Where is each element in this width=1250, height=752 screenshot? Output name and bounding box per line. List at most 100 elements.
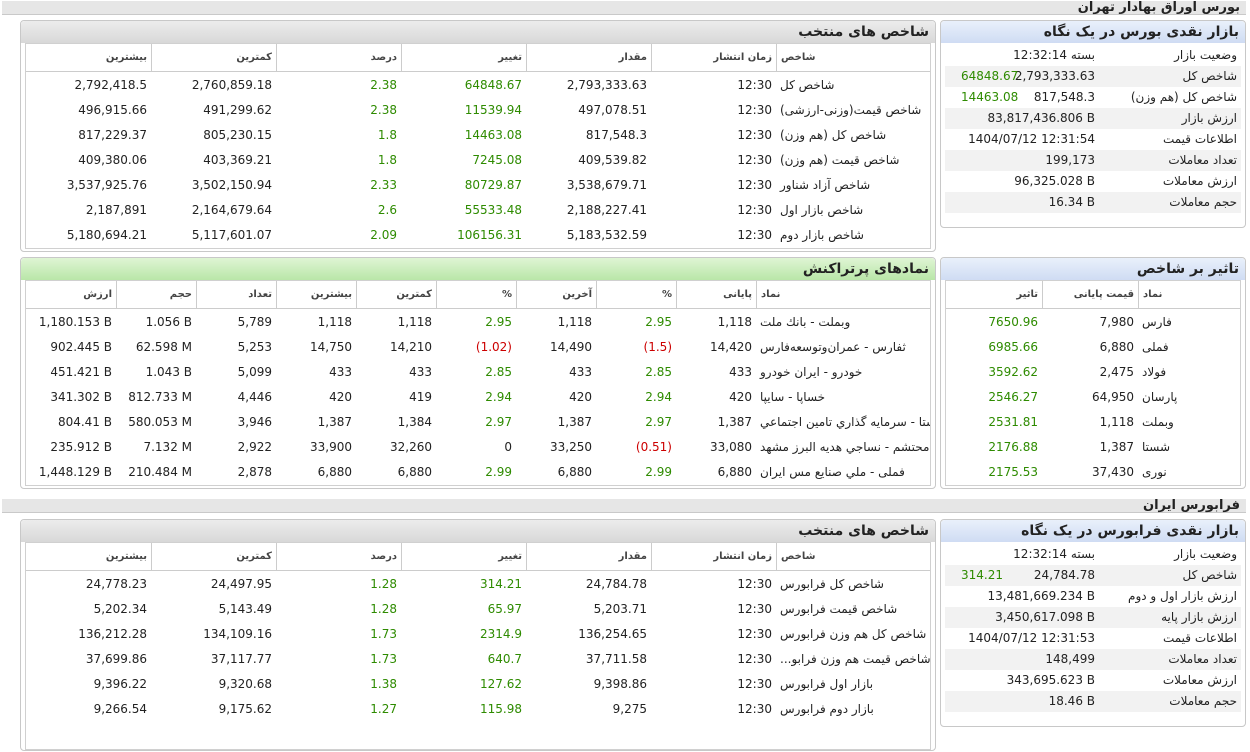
last-percent-cell: 0 [504,439,512,454]
value-header: مقدار [526,44,651,71]
min-cell: 1,118 [397,314,432,329]
fara-indices-table: بیشترین کمترین درصد تغییر مقدار زمان انتشار شا… [25,542,931,750]
index-row[interactable]: 409,380.06 403,369.21 1.8 7245.08 409,539.82… [26,147,930,172]
min-header: کمترین [151,44,276,71]
glance-row: وضعیت بازار بسته 12:32:14 [945,45,1241,66]
index-name-cell: شاخص قیمت(وزنی-ارزشی) [780,102,922,117]
volume-cell: 580.053 M [128,414,192,429]
tehran-indices-table: بیشترین کمترین درصد تغییر مقدار زمان انتشار شا… [25,43,931,249]
index-row[interactable]: 9,396.22 9,320.68 1.38 127.62 9,398.86 12:30 ب… [26,671,930,696]
index-row[interactable]: 5,180,694.21 5,117,601.07 2.09 106156.31 5,1… [26,222,930,247]
index-name-cell: بازار اول فرابورس [780,676,874,691]
active-symbol-row[interactable]: 902.445 B 62.598 M 5,253 14,750 14,210 (1.02)… [26,334,930,359]
index-row[interactable]: 24,778.23 24,497.95 1.28 314.21 24,784.78 12:… [26,571,930,596]
index-row[interactable]: 5,202.34 5,143.49 1.28 65.97 5,203.71 12:30 شا… [26,596,930,621]
max-cell: 1,387 [317,414,352,429]
impact-row[interactable]: 7650.96 7,980 فارس [946,309,1240,334]
index-name-cell: شاخص بازار دوم [780,227,864,242]
active-symbol-row[interactable]: 804.41 B 580.053 M 3,946 1,387 1,384 2.97 1,38… [26,409,930,434]
last-price-cell: 1,118 [557,314,592,329]
change-cell: 7245.08 [472,152,522,167]
time-cell: 12:30 [737,77,772,92]
impact-row[interactable]: 6985.66 6,880 فملی [946,334,1240,359]
index-name-cell: شاخص کل [780,77,835,92]
value-header: ارزش [83,289,112,300]
percent-cell: 2.09 [370,227,397,242]
active-symbol-row[interactable]: 1,180.153 B 1.056 B 5,789 1,118 1,118 2.95 1,1… [26,309,930,334]
time-cell: 12:30 [737,601,772,616]
last-percent-cell: 2.85 [485,364,512,379]
glance-value: 13,481,669.234 B [987,589,1095,603]
time-cell: 12:30 [737,102,772,117]
percent-cell: 1.73 [370,651,397,666]
impact-row[interactable]: 2546.27 64,950 پارسان [946,384,1240,409]
volume-cell: 7.132 M [143,439,192,454]
symbol-cell: محتشم - نساجي هديه البرز مشهد [760,439,930,454]
last-price-cell: 14,490 [550,339,592,354]
active-symbol-row[interactable]: 451.421 B 1.043 B 5,099 433 433 2.85 433 2.85 43… [26,359,930,384]
glance-row: شاخص کل 24,784.78 314.21 [945,565,1241,586]
glance-value: 2,793,333.63 [1014,69,1095,83]
percent-cell: 2.6 [377,202,397,217]
count-cell: 5,789 [237,314,272,329]
glance-label: شاخص کل [1182,568,1237,582]
close-percent-cell: 2.94 [645,389,672,404]
tehran-active-header: ارزش حجم تعداد بیشترین کمترین% آخرین% پایانی نم… [26,281,930,309]
percent-cell: 1.28 [370,576,397,591]
tehran-impact-table: تاثیر قیمت پایانی نماد 7650.96 7,980 فارس 6985… [945,280,1241,486]
active-symbol-row[interactable]: 341.302 B 812.733 M 4,446 420 419 2.94 420 2.94… [26,384,930,409]
impact-row[interactable]: 2176.88 1,387 شستا [946,434,1240,459]
close-price-cell: 6,880 [1099,339,1134,354]
max-cell: 14,750 [310,339,352,354]
impact-cell: 7650.96 [988,314,1038,329]
last-price-cell: 433 [569,364,592,379]
change-cell: 2314.9 [480,626,522,641]
symbol-header: نماد [1138,281,1240,308]
impact-row[interactable]: 2175.53 37,430 نوری [946,459,1240,484]
index-row[interactable]: 817,229.37 805,230.15 1.8 14463.08 817,548.3… [26,122,930,147]
index-name-cell: شاخص قیمت (هم وزن) [780,152,900,167]
max-cell: 1,118 [317,314,352,329]
min-cell: 6,880 [397,464,432,479]
impact-cell: 6985.66 [988,339,1038,354]
close-price-cell: 37,430 [1092,464,1134,479]
symbol-cell: شستا [1142,439,1171,454]
close-percent-cell: (0.51) [635,439,672,454]
index-row[interactable]: 9,266.54 9,175.62 1.27 115.98 9,275 12:30 بازا… [26,696,930,721]
close-price-cell: 33,080 [710,439,752,454]
value-cell: 1,180.153 B [38,314,112,329]
active-symbol-row[interactable]: 1,448.129 B 210.484 M 2,878 6,880 6,880 2.99 6… [26,459,930,484]
active-symbol-row[interactable]: 235.912 B 7.132 M 2,922 33,900 32,260 0 33,250… [26,434,930,459]
min-cell: 9,320.68 [218,676,272,691]
impact-row[interactable]: 3592.62 2,475 فولاد [946,359,1240,384]
index-row[interactable]: 37,699.86 37,117.77 1.73 640.7 37,711.58 12:3… [26,646,930,671]
min-cell: 37,117.77 [210,651,272,666]
index-row[interactable]: 2,187,891 2,164,679.64 2.6 55533.48 2,188,22… [26,197,930,222]
min-header: کمترین [356,281,436,308]
index-row[interactable]: 3,537,925.76 3,502,150.94 2.33 80729.87 3,53… [26,172,930,197]
count-cell: 2,878 [237,464,272,479]
max-cell: 409,380.06 [78,152,147,167]
glance-value: 343,695.623 B [1006,673,1095,687]
close-price-cell: 420 [729,389,752,404]
glance-label: ارزش بازار اول و دوم [1128,589,1237,603]
max-cell: 2,792,418.5 [74,77,147,92]
impact-row[interactable]: 2531.81 1,118 وبملت [946,409,1240,434]
index-row[interactable]: 136,212.28 134,109.16 1.73 2314.9 136,254.65… [26,621,930,646]
time-cell: 12:30 [737,651,772,666]
index-name-cell: شاخص آزاد شناور [780,177,871,192]
symbol-cell: نوری [1142,464,1167,479]
time-cell: 12:30 [737,202,772,217]
index-row[interactable]: 2,792,418.5 2,760,859.18 2.38 64848.67 2,793… [26,72,930,97]
time-header: زمان انتشار [651,44,776,71]
index-row[interactable]: 496,915.66 491,299.62 2.38 11539.94 497,078.… [26,97,930,122]
last-percent-cell: 2.99 [485,464,512,479]
glance-label: وضعیت بازار [1174,48,1237,62]
glance-value: 16.34 B [1048,195,1095,209]
glance-value: بسته 12:32:14 [1013,547,1095,561]
symbol-cell: فملی - ملي صنايع مس ايران [760,464,905,479]
farabourse-indices-header: بیشترین کمترین درصد تغییر مقدار زمان انتشار شا… [26,543,930,571]
max-cell: 5,180,694.21 [66,227,147,242]
glance-label: ارزش بازار [1181,111,1237,125]
glance-row: حجم معاملات 18.46 B [945,691,1241,712]
